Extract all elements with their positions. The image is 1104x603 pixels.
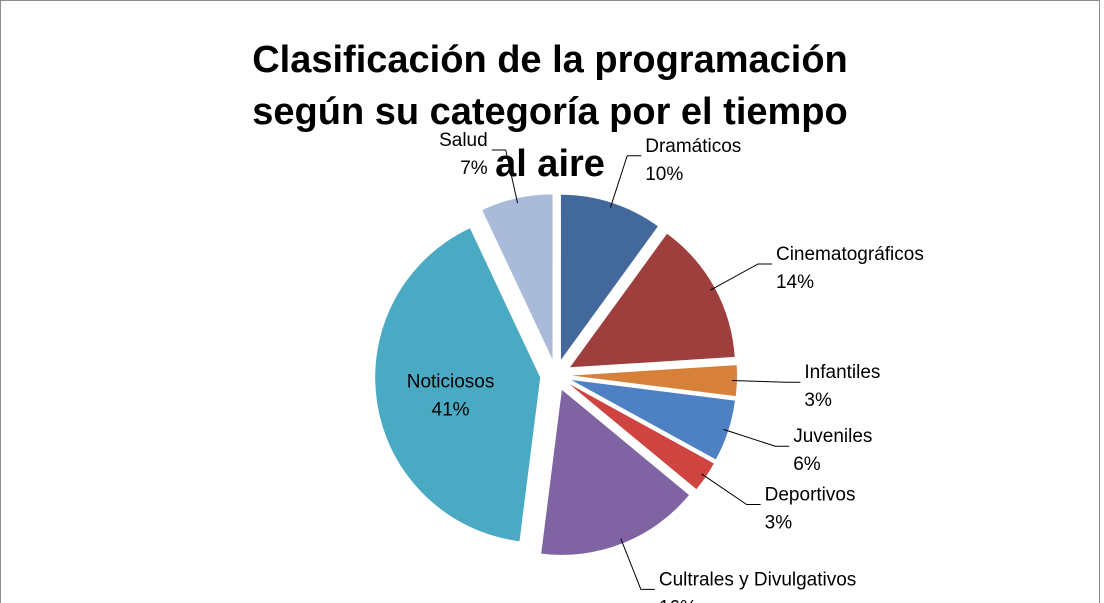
- leader-line: [491, 149, 519, 204]
- data-label: Juveniles 6%: [793, 426, 872, 475]
- pie-slice: [482, 194, 553, 360]
- leader-line: [701, 473, 761, 506]
- category-label: Noticiosos: [407, 372, 495, 393]
- pie-slice: [571, 365, 737, 397]
- category-label: Dramáticos: [645, 136, 741, 157]
- category-label: Salud: [439, 130, 488, 151]
- leader-line: [609, 155, 642, 208]
- leader-line: [731, 380, 801, 383]
- category-label: Deportivos: [765, 485, 856, 506]
- data-label: Deportivos 3%: [765, 485, 856, 534]
- pie-slice: [569, 383, 714, 490]
- value-label: 41%: [432, 400, 470, 421]
- data-label: Cultrales y Divulgativos 16%: [659, 569, 856, 603]
- data-label: Salud 7%: [439, 130, 488, 179]
- data-label: Dramáticos 10%: [645, 136, 741, 185]
- pie-slice: [375, 228, 541, 542]
- category-label: Infantiles: [804, 362, 880, 383]
- pie-slice: [570, 233, 735, 368]
- chart-title: Clasificación de la programación según s…: [252, 39, 848, 185]
- leader-line: [620, 538, 655, 590]
- value-label: 10%: [645, 164, 683, 185]
- category-label: Cinematográficos: [776, 244, 924, 265]
- pie-slice: [571, 379, 735, 460]
- category-label: Juveniles: [793, 426, 872, 447]
- category-label: Cultrales y Divulgativos: [659, 569, 856, 590]
- data-label: Noticiosos 41%: [407, 372, 495, 421]
- data-label: Cinematográficos 14%: [776, 244, 924, 293]
- value-label: 14%: [776, 272, 814, 293]
- value-label: 7%: [460, 158, 488, 179]
- data-label: Infantiles 3%: [804, 362, 880, 411]
- value-label: 3%: [804, 390, 832, 411]
- pie-slice: [541, 389, 690, 555]
- leader-line: [723, 428, 790, 447]
- value-label: 3%: [765, 513, 793, 534]
- value-label: 6%: [793, 454, 821, 475]
- value-label: 16%: [659, 597, 697, 603]
- leader-line: [710, 263, 772, 291]
- pie-slice: [560, 194, 658, 360]
